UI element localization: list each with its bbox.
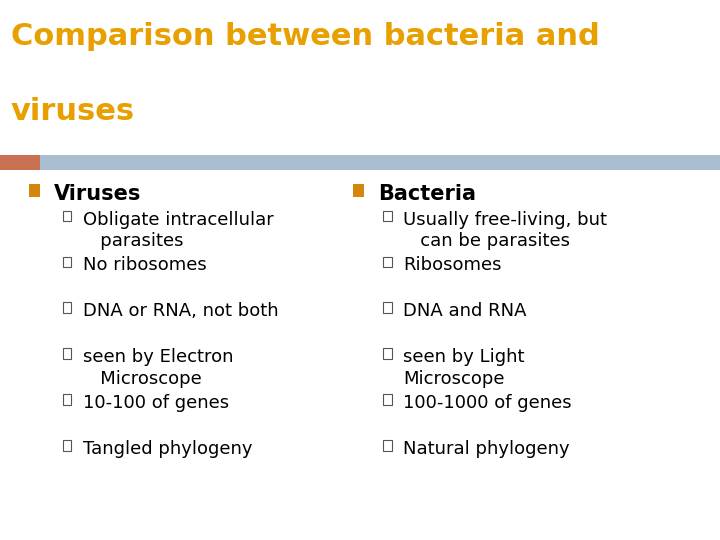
Text: DNA or RNA, not both: DNA or RNA, not both	[83, 302, 279, 320]
Text: Bacteria: Bacteria	[378, 184, 476, 204]
Text: 10-100 of genes: 10-100 of genes	[83, 394, 229, 412]
Text: seen by Light
Microscope: seen by Light Microscope	[403, 348, 525, 388]
Text: Natural phylogeny: Natural phylogeny	[403, 440, 570, 458]
Text: viruses: viruses	[11, 97, 135, 126]
Text: Comparison between bacteria and: Comparison between bacteria and	[11, 22, 600, 51]
Text: Obligate intracellular
   parasites: Obligate intracellular parasites	[83, 211, 274, 250]
Text: Tangled phylogeny: Tangled phylogeny	[83, 440, 252, 458]
Text: No ribosomes: No ribosomes	[83, 256, 207, 274]
Text: Ribosomes: Ribosomes	[403, 256, 502, 274]
Text: DNA and RNA: DNA and RNA	[403, 302, 527, 320]
Text: Viruses: Viruses	[54, 184, 141, 204]
Text: Usually free-living, but
   can be parasites: Usually free-living, but can be parasite…	[403, 211, 607, 250]
Text: 100-1000 of genes: 100-1000 of genes	[403, 394, 572, 412]
Text: seen by Electron
   Microscope: seen by Electron Microscope	[83, 348, 233, 388]
